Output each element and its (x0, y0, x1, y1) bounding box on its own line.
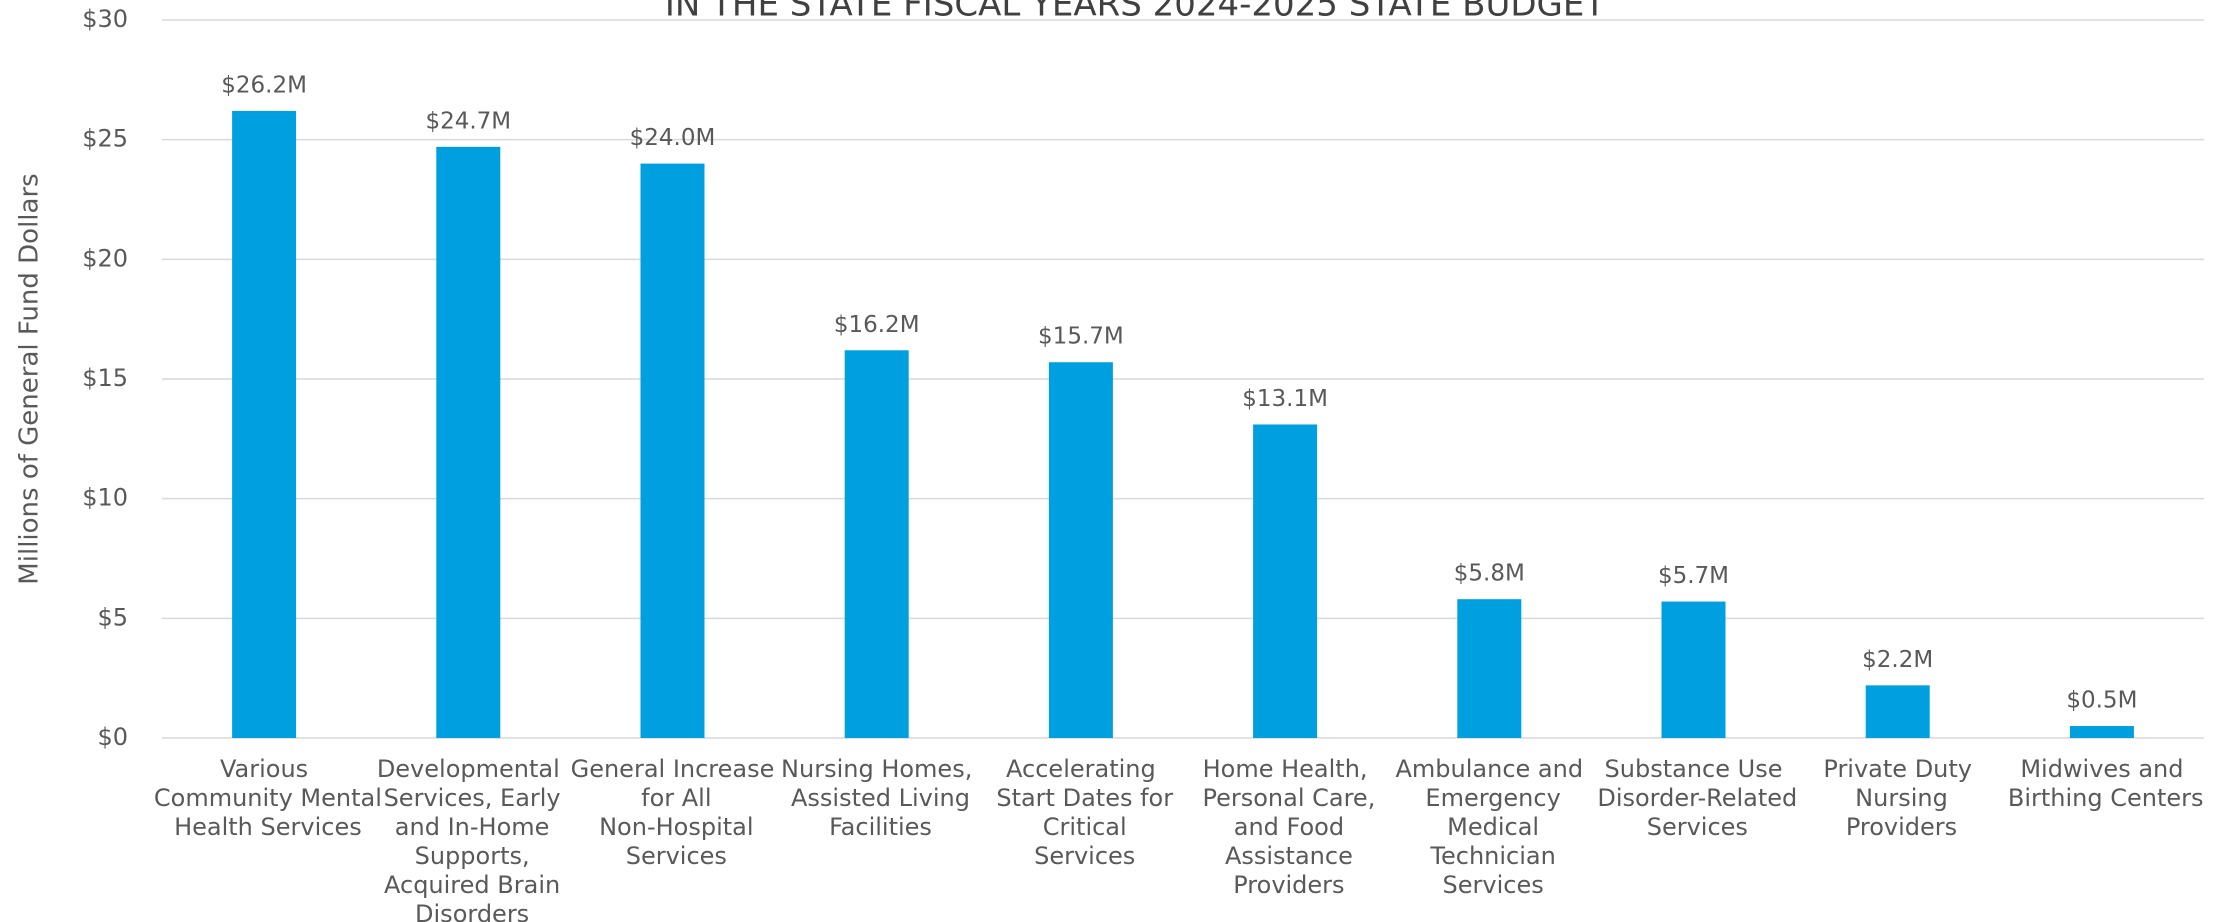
x-tick-label: Private Duty Nursing Providers (1823, 755, 1972, 841)
x-tick-label: General Increase for All Non-Hospital Se… (571, 755, 775, 870)
y-axis-label: Millions of General Fund Dollars (15, 173, 45, 584)
bar (1865, 685, 1930, 738)
bar (640, 163, 705, 739)
bar (1661, 601, 1726, 738)
x-tick-label: Midwives and Birthing Centers (2000, 755, 2203, 812)
y-tick-label: $15 (82, 364, 128, 392)
bar (844, 350, 909, 738)
x-tick-label: Various Community Mental Health Services (146, 755, 382, 841)
x-tick-label: Home Health, Personal Care, and Food Ass… (1195, 755, 1375, 899)
x-tick-label: Ambulance and Emergency Medical Technici… (1396, 755, 1584, 899)
x-tick-label: Substance Use Disorder-Related Services (1590, 755, 1798, 841)
bar (436, 146, 501, 738)
data-label: $2.2M (1862, 647, 1933, 673)
x-tick-label: Developmental Services, Early and In-Hom… (376, 755, 561, 922)
data-label: $0.5M (2066, 688, 2137, 714)
chart-title: IN THE STATE FISCAL YEARS 2024-2025 STAT… (665, 0, 1605, 25)
data-label: $5.8M (1454, 561, 1525, 587)
x-tick-label: Nursing Homes, Assisted Living Facilitie… (781, 755, 972, 841)
bar (1253, 424, 1318, 738)
data-label: $24.0M (630, 125, 716, 151)
y-tick-label: $25 (82, 125, 128, 153)
y-tick-label: $0 (97, 723, 128, 751)
y-tick-label: $10 (82, 484, 128, 512)
y-tick-label: $30 (82, 5, 128, 33)
data-label: $16.2M (834, 312, 920, 338)
data-label: $24.7M (425, 108, 511, 134)
data-label: $26.2M (221, 72, 307, 98)
bar (1048, 362, 1113, 738)
bar (232, 110, 297, 739)
data-label: $15.7M (1038, 324, 1124, 350)
data-label: $13.1M (1242, 386, 1328, 412)
data-label: $5.7M (1658, 563, 1729, 589)
y-tick-label: $20 (82, 244, 128, 272)
x-tick-label: Accelerating Start Dates for Critical Se… (989, 755, 1174, 870)
bar (1457, 599, 1522, 738)
bar (2069, 726, 2134, 738)
y-tick-label: $5 (97, 603, 128, 631)
